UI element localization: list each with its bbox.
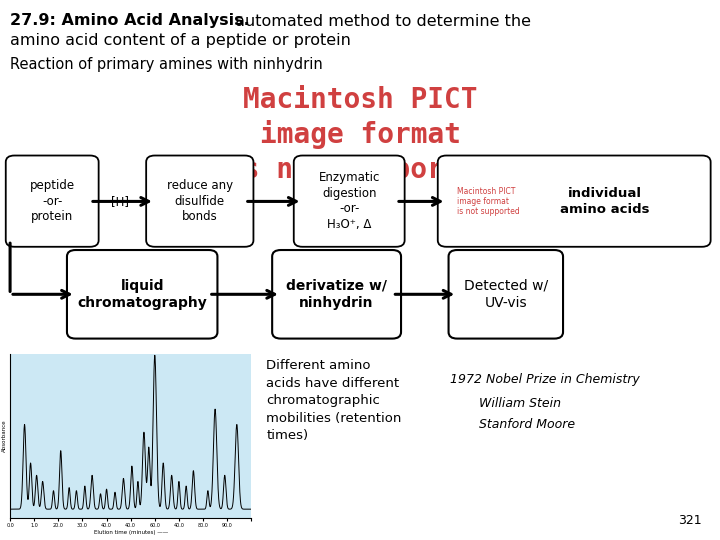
FancyBboxPatch shape [272,250,401,339]
FancyBboxPatch shape [6,156,99,247]
Text: individual
amino acids: individual amino acids [560,187,649,215]
Text: amino acid content of a peptide or protein: amino acid content of a peptide or prote… [10,33,351,49]
Text: Reaction of primary amines with ninhydrin: Reaction of primary amines with ninhydri… [10,57,323,72]
Text: Macintosh PICT
image format
is not supported: Macintosh PICT image format is not suppo… [226,86,494,184]
Text: William Stein: William Stein [479,397,561,410]
FancyBboxPatch shape [67,250,217,339]
Text: derivatize w/
ninhydrin: derivatize w/ ninhydrin [286,279,387,309]
Text: 1972 Nobel Prize in Chemistry: 1972 Nobel Prize in Chemistry [450,373,640,386]
Text: Stanford Moore: Stanford Moore [479,418,575,431]
Text: Enzymatic
digestion
-or-
H₃O⁺, Δ: Enzymatic digestion -or- H₃O⁺, Δ [318,171,380,231]
Text: Macintosh PICT
image format
is not supported: Macintosh PICT image format is not suppo… [457,186,520,217]
Text: reduce any
disulfide
bonds: reduce any disulfide bonds [167,179,233,223]
Y-axis label: Absorbance: Absorbance [2,420,7,453]
FancyBboxPatch shape [449,250,563,339]
Text: 321: 321 [678,514,702,526]
Text: peptide
-or-
protein: peptide -or- protein [30,179,75,223]
FancyBboxPatch shape [294,156,405,247]
Text: automated method to determine the: automated method to determine the [230,14,531,29]
X-axis label: Elution time (minutes) ——: Elution time (minutes) —— [94,530,168,535]
Text: [H]: [H] [112,195,130,208]
FancyBboxPatch shape [146,156,253,247]
Text: liquid
chromatography: liquid chromatography [77,279,207,309]
Text: Detected w/
UV-vis: Detected w/ UV-vis [464,279,548,309]
Text: 27.9: Amino Acid Analysis.: 27.9: Amino Acid Analysis. [10,14,250,29]
Text: Different amino
acids have different
chromatographic
mobilities (retention
times: Different amino acids have different chr… [266,359,402,442]
FancyBboxPatch shape [438,156,711,247]
